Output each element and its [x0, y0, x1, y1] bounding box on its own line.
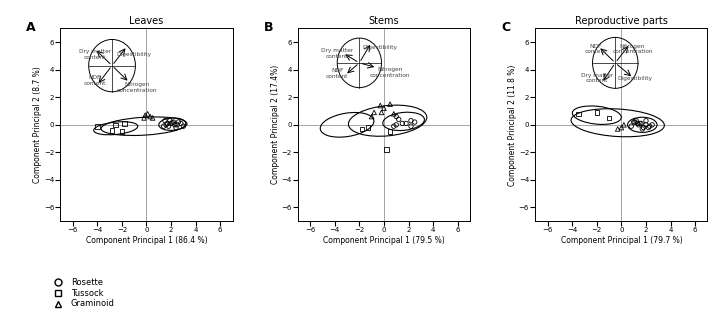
Point [644, 124, 656, 129]
Point [641, 118, 652, 123]
Point [390, 114, 402, 119]
Text: NDF
content: NDF content [584, 44, 606, 54]
Point [409, 119, 420, 125]
Point [612, 126, 624, 131]
Point [626, 124, 637, 129]
Point [388, 124, 400, 129]
Point [646, 122, 658, 127]
Point [385, 102, 396, 107]
Point [376, 110, 387, 115]
Text: Digestibility: Digestibility [617, 76, 653, 81]
Point [572, 111, 584, 116]
Point [356, 126, 368, 131]
Point [116, 129, 127, 134]
Text: Digestibility: Digestibility [117, 52, 151, 57]
X-axis label: Component Principal 1 (86.4 %): Component Principal 1 (86.4 %) [85, 236, 208, 245]
Point [633, 122, 644, 127]
Text: A: A [26, 21, 36, 34]
Point [159, 118, 171, 123]
Text: NDF
content: NDF content [84, 75, 106, 86]
X-axis label: Component Principal 1 (79.7 %): Component Principal 1 (79.7 %) [560, 236, 683, 245]
Text: Dry matter
content: Dry matter content [321, 48, 353, 59]
Point [643, 125, 654, 130]
Point [366, 114, 378, 119]
Text: Dry matter
content: Dry matter content [79, 49, 111, 60]
Point [139, 112, 151, 118]
Point [604, 115, 615, 120]
Y-axis label: Component Principal 2 (8.7 %): Component Principal 2 (8.7 %) [33, 66, 43, 183]
Point [171, 125, 182, 130]
Point [363, 125, 374, 130]
Point [378, 106, 390, 111]
Title: Leaves: Leaves [129, 16, 164, 26]
Point [628, 119, 639, 125]
Point [173, 119, 184, 125]
Point [641, 122, 652, 127]
Point [163, 124, 174, 129]
Point [166, 120, 178, 125]
Point [171, 122, 183, 127]
Point [161, 122, 172, 127]
Point [92, 124, 103, 129]
Point [636, 126, 648, 131]
Point [405, 124, 417, 129]
Point [147, 115, 159, 120]
Point [164, 118, 176, 123]
Point [634, 121, 646, 126]
Point [168, 119, 179, 125]
Text: NDF
content: NDF content [326, 69, 348, 79]
Point [169, 122, 181, 127]
Point [631, 118, 642, 123]
Point [388, 111, 400, 116]
Point [158, 124, 169, 129]
Point [175, 121, 186, 126]
Text: Nitrogen
concentration: Nitrogen concentration [370, 67, 410, 78]
Point [166, 121, 177, 126]
Point [636, 121, 647, 126]
Point [375, 103, 386, 108]
Text: Dry matter
content: Dry matter content [581, 73, 613, 83]
Text: B: B [264, 21, 273, 34]
Point [400, 121, 412, 126]
Text: Digestibility: Digestibility [363, 45, 397, 50]
Point [178, 124, 189, 129]
Point [638, 125, 649, 130]
Point [119, 121, 130, 126]
Point [144, 114, 156, 119]
Text: Nitrogen
concentration: Nitrogen concentration [612, 44, 653, 54]
Point [139, 115, 150, 120]
Point [618, 122, 629, 127]
Point [110, 122, 122, 127]
Point [142, 111, 154, 116]
Text: Nitrogen
concentration: Nitrogen concentration [117, 82, 157, 93]
Point [385, 129, 396, 134]
Point [616, 125, 627, 130]
Point [397, 121, 408, 126]
Point [161, 121, 173, 126]
Point [631, 121, 643, 126]
Legend: Rosette, Tussock, Graminoid: Rosette, Tussock, Graminoid [47, 275, 118, 312]
Y-axis label: Component Principal 2 (17.4%): Component Principal 2 (17.4%) [271, 65, 280, 185]
Text: C: C [501, 21, 510, 34]
Y-axis label: Component Principal 2 (11.8 %): Component Principal 2 (11.8 %) [508, 64, 518, 185]
Point [107, 128, 118, 133]
Point [393, 117, 405, 122]
Title: Stems: Stems [368, 16, 400, 26]
X-axis label: Component Principal 1 (79.5 %): Component Principal 1 (79.5 %) [323, 236, 445, 245]
Point [591, 110, 602, 115]
Point [405, 118, 417, 123]
Point [390, 122, 402, 127]
Point [380, 147, 392, 152]
Point [368, 110, 380, 115]
Point [629, 119, 641, 125]
Title: Reproductive parts: Reproductive parts [575, 16, 668, 26]
